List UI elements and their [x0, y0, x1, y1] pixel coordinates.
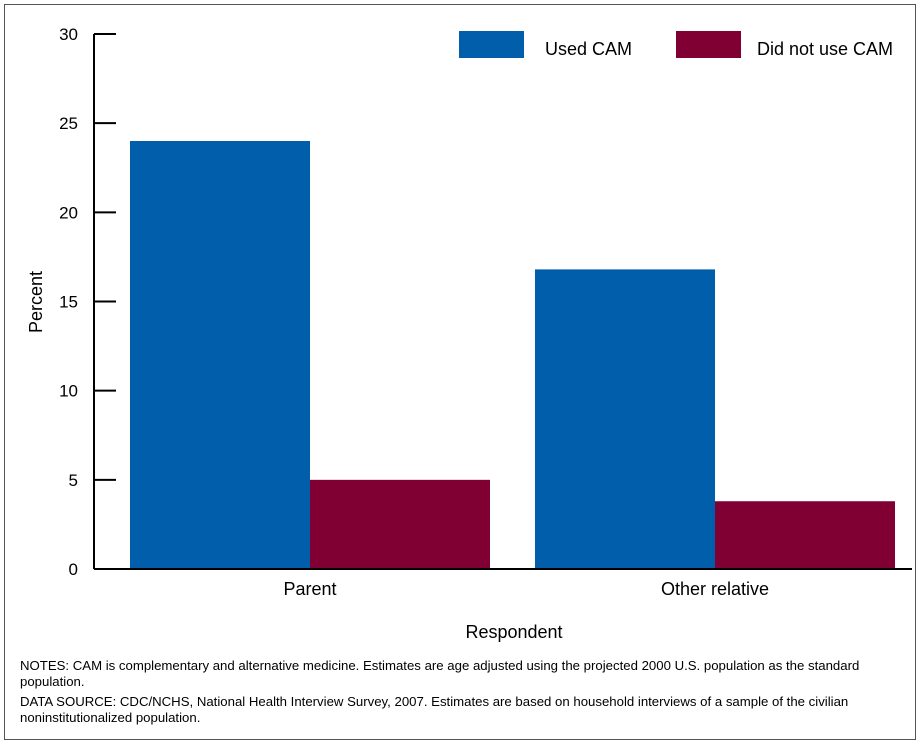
bar — [535, 269, 715, 569]
data-source-text: DATA SOURCE: CDC/NCHS, National Health I… — [20, 694, 849, 725]
x-axis: Parent Other relative — [94, 568, 912, 599]
y-axis-title: Percent — [26, 271, 46, 333]
y-tick-label: 15 — [59, 293, 78, 312]
y-tick-label: 10 — [59, 382, 78, 401]
notes-block: NOTES: CAM is complementary and alternat… — [20, 658, 900, 730]
x-axis-title: Respondent — [465, 622, 562, 642]
y-tick-label: 0 — [69, 560, 78, 579]
y-axis: 0 5 10 15 20 25 30 — [59, 25, 116, 579]
legend-swatch — [676, 31, 741, 58]
legend-label: Did not use CAM — [757, 39, 893, 59]
legend-label: Used CAM — [545, 39, 632, 59]
y-tick-label: 25 — [59, 114, 78, 133]
bar — [715, 501, 895, 569]
legend: Used CAM Did not use CAM — [459, 31, 893, 59]
notes-text: NOTES: CAM is complementary and alternat… — [20, 658, 860, 689]
x-tick-label: Parent — [283, 579, 336, 599]
bars-group — [130, 141, 895, 569]
y-tick-label: 30 — [59, 25, 78, 44]
bar — [130, 141, 310, 569]
legend-swatch — [459, 31, 524, 58]
bar — [310, 479, 490, 569]
y-tick-label: 20 — [59, 203, 78, 222]
y-tick-label: 5 — [69, 471, 78, 490]
x-tick-label: Other relative — [661, 579, 769, 599]
bar-chart: 0 5 10 15 20 25 30 Parent Other relative Used C… — [26, 25, 912, 642]
